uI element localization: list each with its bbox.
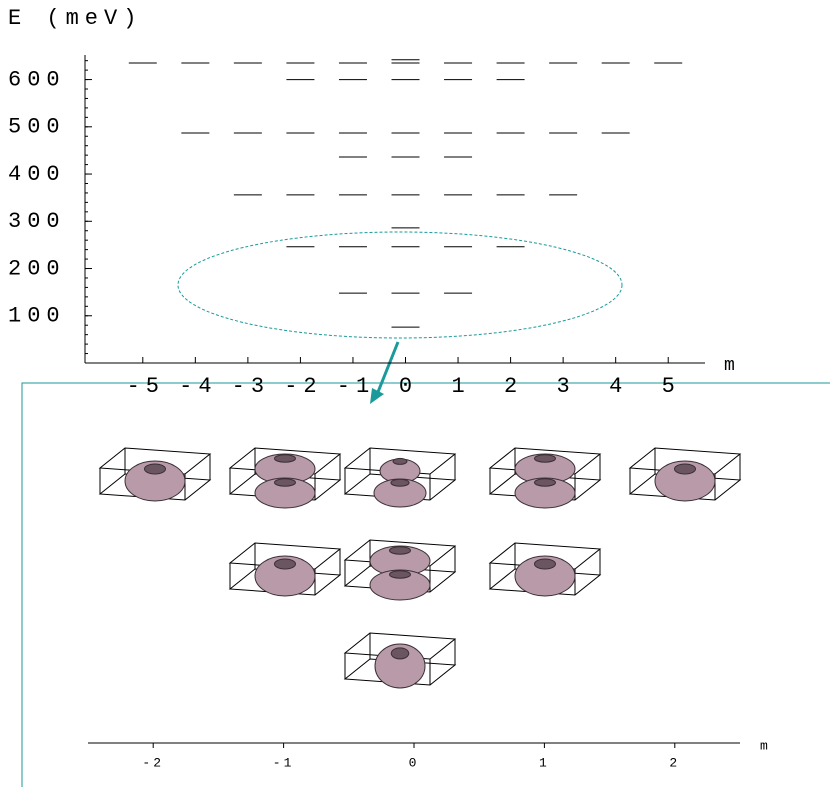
x-tick-label: 4 [609, 374, 628, 399]
x-tick-label: 2 [504, 374, 523, 399]
torus-hole [535, 479, 556, 487]
x-tick-label: -1 [337, 374, 375, 399]
torus-hole [391, 479, 409, 486]
x-tick-label: -3 [232, 374, 270, 399]
x-tick-label: 5 [662, 374, 681, 399]
x-tick-label: -2 [142, 755, 164, 770]
torus-hole [145, 464, 166, 474]
highlight-ellipse [178, 232, 622, 338]
orbital-illustrations [100, 448, 740, 688]
torus-hole [390, 571, 411, 579]
y-tick-label: 400 [8, 162, 66, 187]
x-tick-label: -4 [179, 374, 217, 399]
x-tick-label: -1 [273, 755, 295, 770]
x-tick-label: 1 [539, 755, 550, 770]
torus-hole [393, 458, 407, 464]
torus-hole [535, 455, 556, 463]
y-tick-label: 200 [8, 256, 66, 281]
x-axis-label: m [724, 356, 735, 376]
y-tick-label: 500 [8, 115, 66, 140]
x-tick-label: 1 [451, 374, 470, 399]
torus-hole [535, 559, 556, 569]
x-axis-label: m [760, 738, 771, 753]
torus-hole [390, 547, 411, 555]
x-tick-label: 0 [409, 755, 420, 770]
x-tick-label: -2 [284, 374, 322, 399]
x-tick-label: 3 [557, 374, 576, 399]
torus-hole [275, 455, 296, 463]
y-tick-label: 300 [8, 209, 66, 234]
torus-hole [391, 648, 409, 659]
torus-hole [675, 464, 696, 474]
x-tick-label: -5 [127, 374, 165, 399]
torus-hole [275, 479, 296, 487]
x-tick-label: 0 [399, 374, 418, 399]
x-tick-label: 2 [669, 755, 680, 770]
y-tick-label: 600 [8, 67, 66, 92]
arrow [378, 342, 398, 392]
y-tick-label: 100 [8, 304, 66, 329]
page: 100 200 300 400 500 600 -5 -4 -3 -2 -1 0 1 2 3 4 5 E (meV… [0, 0, 830, 787]
y-axis-label: E (meV) [8, 6, 142, 31]
torus-hole [275, 559, 296, 569]
